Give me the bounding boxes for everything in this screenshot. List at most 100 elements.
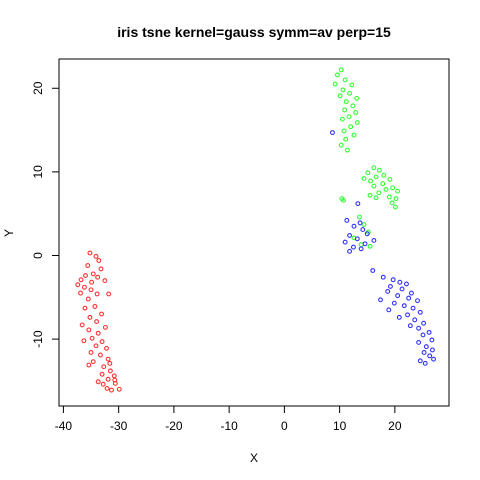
data-point	[81, 284, 87, 290]
series-cluster-red	[75, 250, 122, 393]
x-tick-label: 10	[333, 419, 347, 433]
data-point	[78, 277, 84, 283]
data-point	[368, 178, 374, 184]
data-point	[100, 381, 106, 387]
data-point	[104, 345, 109, 351]
data-point	[393, 196, 399, 202]
data-point	[378, 297, 383, 303]
data-point	[371, 237, 377, 243]
data-point	[93, 253, 99, 259]
data-point	[338, 142, 344, 148]
data-point	[104, 385, 110, 391]
data-point	[346, 114, 352, 120]
data-point	[109, 387, 114, 393]
data-point	[81, 338, 87, 344]
y-axis: -10 0 10 20	[31, 81, 60, 348]
data-point	[105, 376, 111, 382]
data-point	[420, 332, 426, 338]
data-point	[95, 379, 101, 385]
data-point	[347, 90, 353, 96]
data-point	[380, 181, 386, 187]
data-point	[97, 352, 103, 358]
data-point	[353, 110, 359, 115]
data-point	[92, 304, 98, 309]
data-point	[88, 350, 94, 355]
data-point	[86, 362, 92, 368]
data-point	[387, 176, 393, 182]
data-point	[342, 239, 348, 245]
data-point	[102, 278, 108, 284]
y-tick-label: 0	[31, 252, 45, 259]
data-point	[96, 258, 102, 263]
data-point	[396, 314, 402, 320]
data-point	[75, 282, 81, 288]
data-point	[101, 364, 107, 370]
data-point	[94, 319, 100, 324]
data-point	[339, 116, 345, 122]
data-point	[332, 81, 338, 87]
data-point	[343, 136, 349, 142]
data-point	[111, 373, 117, 379]
data-point	[421, 350, 427, 355]
data-point	[343, 99, 349, 105]
data-point	[365, 170, 371, 176]
y-tick-label: 20	[31, 81, 45, 95]
data-point	[357, 220, 363, 226]
data-point	[344, 147, 350, 153]
data-point	[421, 320, 427, 326]
data-point	[380, 274, 386, 280]
data-point	[381, 172, 387, 178]
data-point	[385, 288, 391, 294]
data-point	[89, 279, 95, 285]
data-point	[82, 305, 88, 311]
data-point	[360, 227, 366, 233]
x-tick-label: -10	[220, 419, 238, 433]
data-point	[427, 353, 433, 359]
data-point	[391, 300, 397, 306]
data-point	[83, 273, 88, 279]
data-point	[371, 183, 377, 189]
x-axis: -40 -30 -20 -10 0 10 20	[55, 405, 402, 433]
data-point	[338, 67, 344, 73]
x-tick-label: -40	[55, 419, 73, 433]
y-axis-label: Y	[2, 229, 16, 237]
data-point	[390, 277, 396, 283]
data-point	[376, 190, 382, 196]
data-point	[350, 103, 356, 109]
data-point	[355, 201, 361, 207]
data-point	[358, 246, 364, 252]
data-point	[373, 174, 379, 180]
data-point	[361, 222, 367, 228]
data-point	[329, 130, 335, 136]
x-tick-label: -30	[110, 419, 128, 433]
data-point	[341, 197, 346, 203]
data-point	[429, 347, 435, 353]
data-point	[78, 290, 83, 296]
x-tick-label: 0	[281, 419, 288, 433]
data-point	[431, 356, 436, 362]
data-point	[358, 242, 364, 248]
data-point	[367, 243, 373, 249]
data-point	[406, 295, 412, 301]
data-point	[412, 317, 418, 323]
x-axis-label: X	[250, 451, 258, 465]
data-point	[390, 185, 396, 191]
data-point	[85, 263, 91, 268]
data-point	[383, 186, 389, 192]
data-point	[102, 324, 108, 330]
data-point	[344, 217, 350, 223]
data-point	[367, 192, 373, 198]
data-point	[397, 279, 403, 285]
data-points	[75, 67, 436, 393]
data-point	[86, 327, 92, 333]
data-point	[354, 95, 360, 101]
data-point	[341, 128, 347, 134]
chart-title: iris tsne kernel=gauss symm=av perp=15	[117, 24, 391, 40]
data-point	[416, 325, 422, 331]
data-point	[349, 82, 355, 88]
data-point	[90, 359, 96, 365]
data-point	[340, 87, 346, 93]
data-point	[371, 165, 377, 171]
data-point	[99, 371, 105, 377]
